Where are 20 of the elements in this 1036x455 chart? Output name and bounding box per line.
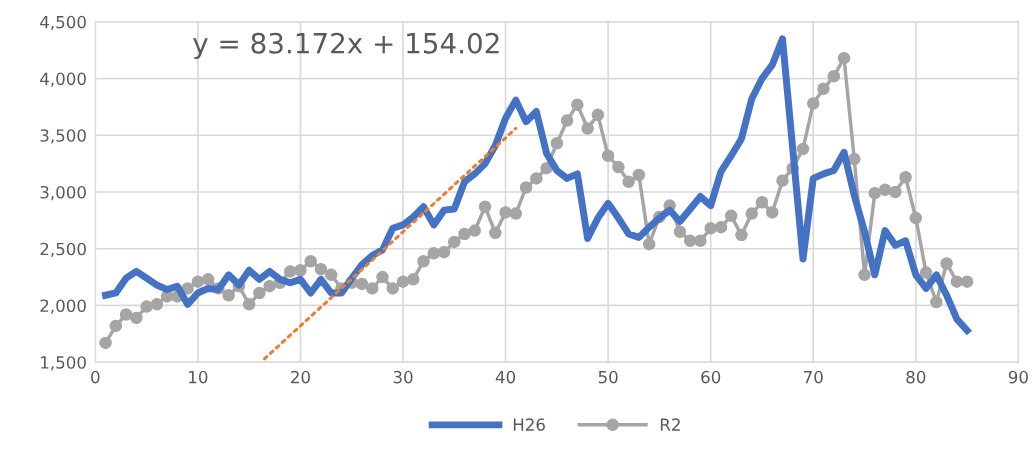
x-tick-label: 30 [393,370,413,384]
x-tick-label: 20 [291,370,310,384]
x-tick-label: 10 [189,370,208,384]
x-tick-label: 60 [701,370,721,384]
x-tick-label: 0 [91,370,100,384]
x-tick-label: 70 [804,370,823,384]
x-tick-label: 90 [1008,370,1028,384]
y-tick-label: 3,500 [40,129,86,144]
y-tick-label: 3,000 [40,185,86,201]
y-tick-label: 2,000 [40,299,86,314]
y-tick-label: 4,500 [40,15,86,31]
x-tick-label: 40 [495,370,516,384]
x-tick-label: 50 [598,370,618,384]
legend-label: H26 [513,418,545,431]
legend-label: R2 [660,418,680,431]
y-tick-label: 1,500 [41,356,86,371]
annotation: y = 83.172x + 154.02 [193,32,499,60]
y-tick-label: 4,000 [40,72,86,87]
y-tick-label: 2,500 [40,242,86,257]
x-tick-label: 80 [906,370,926,384]
